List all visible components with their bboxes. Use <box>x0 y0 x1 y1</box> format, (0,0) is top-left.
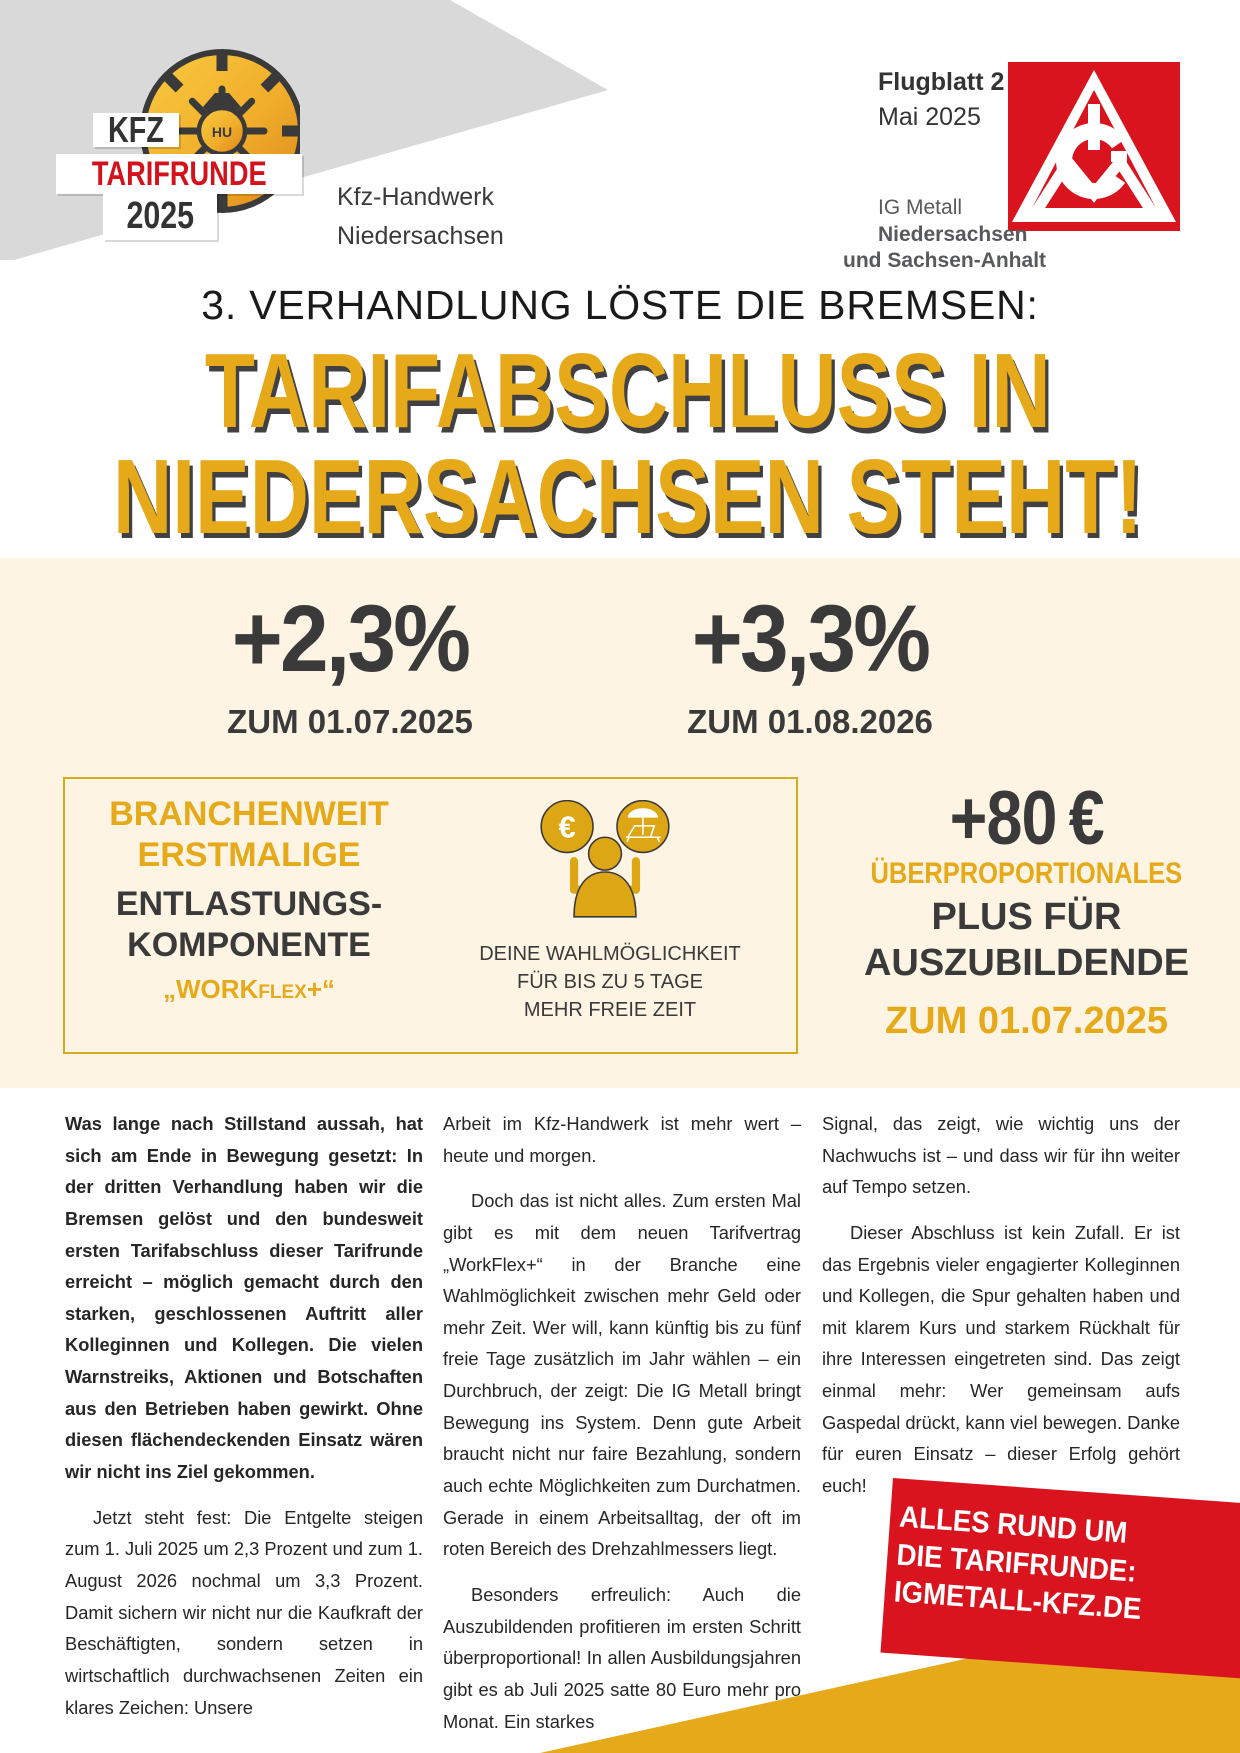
svg-text:€: € <box>558 809 575 844</box>
svg-text:HU: HU <box>212 124 232 140</box>
